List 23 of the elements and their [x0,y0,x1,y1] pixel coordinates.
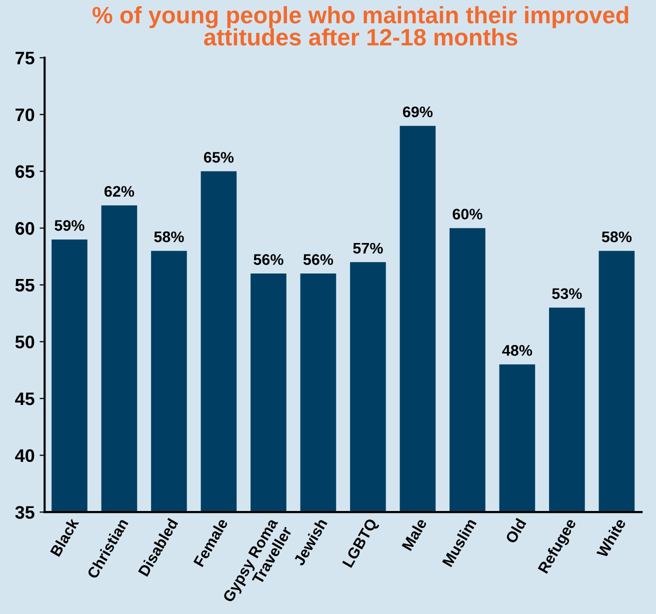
data-label: 58% [154,231,184,242]
y-tick-label: 45 [15,392,34,406]
x-tick-label: Old [504,518,526,544]
data-label: 69% [402,106,433,118]
y-tick-label: 70 [16,108,34,122]
data-label: 53% [552,288,582,300]
data-label: 56% [254,254,284,265]
data-label: 65% [204,152,234,163]
data-label: 59% [54,220,84,231]
data-label: 62% [104,186,134,197]
chart-title: % of young people who maintain their improved attitudes after 12-18 months [92,6,628,46]
data-label: 48% [502,345,532,356]
y-tick-label: 50 [15,336,34,348]
data-label: 57% [353,242,383,254]
y-tick-label: 35 [15,506,34,519]
y-tick-label: 60 [15,222,34,235]
y-tick-label: 55 [15,279,34,292]
y-tick-label: 40 [15,449,34,462]
data-label: 58% [602,231,632,242]
data-label: 56% [303,254,334,265]
y-tick-label: 75 [16,52,34,64]
y-tick-label: 65 [15,165,34,178]
data-label: 60% [452,208,482,220]
